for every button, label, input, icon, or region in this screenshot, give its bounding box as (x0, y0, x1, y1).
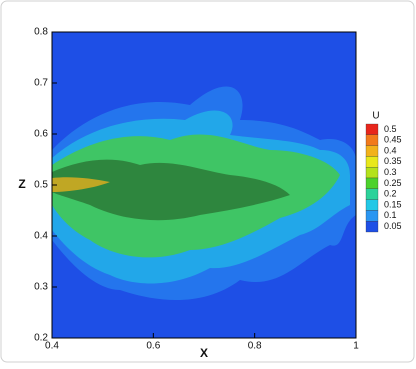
colorbar-swatch (365, 177, 379, 189)
colorbar-swatch (365, 199, 379, 211)
x-tick-label: 1 (353, 341, 359, 352)
y-tick-label: 0.7 (34, 78, 48, 89)
colorbar-swatch (365, 221, 379, 233)
x-tick-label: 0.8 (248, 341, 262, 352)
plume-inner (52, 159, 290, 221)
colorbar-label: 0.35 (384, 156, 402, 166)
colorbar-swatch (365, 145, 379, 157)
colorbar-label: 0.15 (384, 199, 402, 209)
colorbar-label: 0.5 (384, 124, 397, 134)
colorbar-swatch (365, 210, 379, 222)
colorbar-label: 0.2 (384, 189, 397, 199)
y-tick-label: 0.3 (34, 282, 48, 293)
colorbar-label: 0.4 (384, 145, 397, 155)
y-tick-label: 0.2 (34, 333, 48, 344)
y-tick-label: 0.5 (34, 180, 48, 191)
x-tick-label: 0.4 (45, 341, 59, 352)
colorbar-swatch (365, 134, 379, 146)
x-tick-label: 0.6 (146, 341, 160, 352)
plume-jet (52, 177, 110, 192)
colorbar-label: 0.3 (384, 167, 397, 177)
colorbar-swatch (365, 167, 379, 179)
colorbar-label: 0.25 (384, 178, 402, 188)
colorbar-label: 0.45 (384, 135, 402, 145)
colorbar-swatch (365, 123, 379, 135)
colorbar-swatch (365, 188, 379, 200)
y-tick-label: 0.4 (34, 231, 48, 242)
colorbar-swatch (365, 156, 379, 168)
y-tick-label: 0.6 (34, 129, 48, 140)
colorbar-label: 0.1 (384, 210, 397, 220)
contour-field (52, 32, 356, 338)
colorbar-title: U (372, 111, 379, 122)
y-tick-label: 0.8 (34, 27, 48, 38)
x-axis-label: X (200, 346, 208, 360)
plume-core (52, 134, 340, 258)
colorbar-label: 0.05 (384, 221, 402, 231)
y-axis-label: Z (18, 177, 25, 191)
